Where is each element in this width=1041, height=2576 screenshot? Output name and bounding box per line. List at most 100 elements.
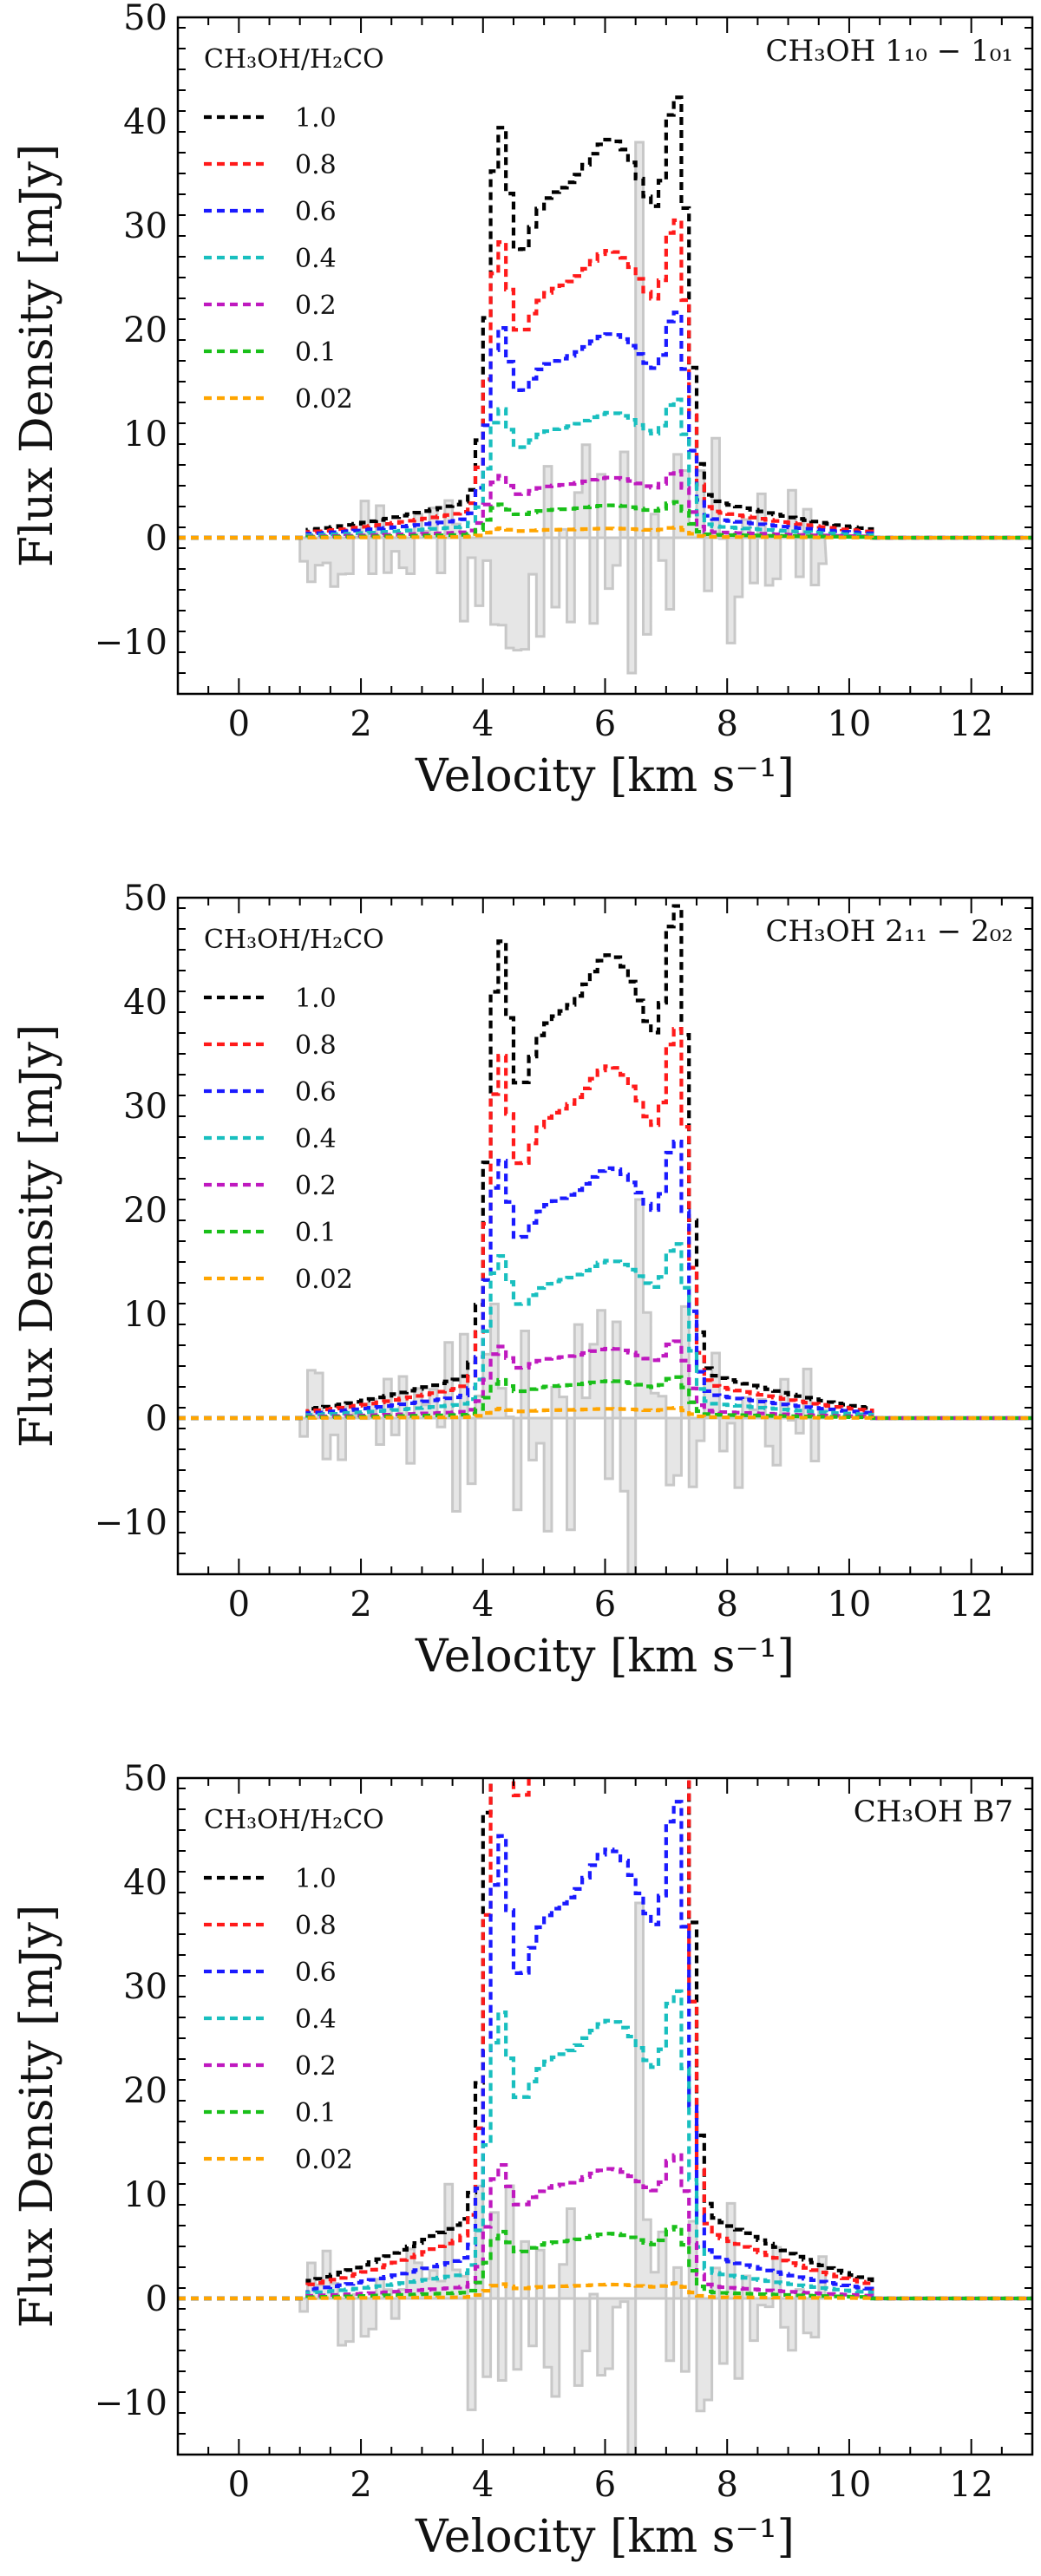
- y-axis-label: Flux Density [mJy]: [11, 1905, 63, 2328]
- model-line-0-4: [178, 1242, 1032, 1421]
- model-line-0-02: [178, 2281, 1032, 2301]
- x-tick-label: 2: [350, 2465, 371, 2505]
- y-tick-label: 10: [123, 1295, 167, 1335]
- legend-label: 0.6: [295, 1958, 337, 1988]
- x-tick-label: 12: [949, 1585, 993, 1625]
- y-tick-label: 0: [146, 2279, 167, 2319]
- x-tick-label: 0: [228, 1585, 250, 1625]
- y-tick-label: 30: [123, 1087, 167, 1127]
- x-tick-label: 6: [594, 1585, 616, 1625]
- legend: CH₃OH/H₂CO 1.0 0.8 0.6 0.4 0.2 0.1 0.02: [204, 44, 384, 415]
- panel-3: 0 2 4 6 8 10 12 −10 0 10 20 30 40 50 Velocity [km s⁻¹]…: [11, 1759, 1034, 2563]
- panel-2: 0 2 4 6 8 10 12 −10 0 10 20 30 40 50 Velocity [km s⁻¹]…: [11, 879, 1034, 1683]
- model-line-0-02: [178, 526, 1032, 540]
- legend-label: 1.0: [295, 1864, 337, 1894]
- x-tick-label: 4: [472, 704, 494, 744]
- legend-title: CH₃OH/H₂CO: [204, 925, 384, 955]
- x-axis-label: Velocity [km s⁻¹]: [415, 2511, 795, 2563]
- legend-label: 0.6: [295, 1077, 337, 1108]
- y-tick-label: 30: [123, 1967, 167, 2007]
- x-tick-label: 8: [716, 704, 737, 744]
- y-tick-label: −10: [95, 623, 167, 663]
- observed-spectrum: [298, 141, 828, 675]
- legend-label: 0.1: [295, 2098, 337, 2128]
- legend-label: 0.8: [295, 1911, 337, 1941]
- observed-spectrum: [298, 1198, 828, 1574]
- model-line-1-0: [178, 95, 1032, 540]
- x-tick-label: 8: [716, 2465, 737, 2505]
- model-line-1-0: [178, 904, 1032, 1421]
- y-tick-label: −10: [95, 2383, 167, 2423]
- x-tick-label: 2: [350, 1585, 371, 1625]
- y-tick-label: 40: [123, 983, 167, 1023]
- y-tick-label: 40: [123, 102, 167, 142]
- model-line-0-02: [178, 1406, 1032, 1421]
- legend-label: 1.0: [295, 984, 337, 1014]
- legend-label: 0.2: [295, 291, 337, 321]
- model-line-0-6: [178, 1800, 1032, 2301]
- plot-area: [178, 95, 1032, 675]
- model-line-0-4: [178, 1989, 1032, 2301]
- x-tick-label: 10: [827, 704, 871, 744]
- model-line-1-0: [178, 1778, 1032, 2301]
- x-tick-label: 2: [350, 704, 371, 744]
- model-line-0-8: [178, 1778, 1032, 2301]
- panel-1: 0 2 4 6 8 10 12 −10 0 10 20 30 40 50 Velocity [km s⁻¹]…: [11, 0, 1034, 802]
- y-axis-label: Flux Density [mJy]: [11, 144, 63, 567]
- legend-label: 0.2: [295, 1171, 337, 1201]
- x-tick-label: 4: [472, 2465, 494, 2505]
- legend-title: CH₃OH/H₂CO: [204, 44, 384, 75]
- legend: CH₃OH/H₂CO 1.0 0.8 0.6 0.4 0.2 0.1 0.02: [204, 1805, 384, 2175]
- y-tick-label: 10: [123, 415, 167, 454]
- y-tick-label: −10: [95, 1503, 167, 1543]
- x-tick-label: 0: [228, 2465, 250, 2505]
- plot-area: [178, 1778, 1032, 2455]
- y-tick-label: 50: [123, 0, 167, 38]
- legend-label: 0.4: [295, 1124, 337, 1154]
- legend-label: 0.02: [295, 2145, 353, 2175]
- legend-label: 0.4: [295, 244, 337, 274]
- model-line-0-2: [178, 2153, 1032, 2301]
- y-tick-label: 0: [146, 519, 167, 559]
- legend-label: 0.8: [295, 1030, 337, 1061]
- x-tick-label: 12: [949, 2465, 993, 2505]
- y-tick-label: 20: [123, 1191, 167, 1231]
- x-axis-label: Velocity [km s⁻¹]: [415, 1631, 795, 1683]
- y-tick-label: 20: [123, 2071, 167, 2111]
- model-line-0-6: [178, 311, 1032, 540]
- legend-label: 0.1: [295, 337, 337, 368]
- observed-spectrum: [298, 1901, 828, 2455]
- x-axis-label: Velocity [km s⁻¹]: [415, 750, 795, 802]
- x-tick-label: 4: [472, 1585, 494, 1625]
- y-tick-label: 40: [123, 1863, 167, 1903]
- plot-area: [178, 904, 1032, 1574]
- x-tick-label: 12: [949, 704, 993, 744]
- transition-label: CH₃OH B7: [854, 1795, 1013, 1829]
- y-tick-label: 50: [123, 879, 167, 919]
- legend-label: 0.6: [295, 197, 337, 227]
- legend-label: 0.1: [295, 1218, 337, 1248]
- legend-label: 0.02: [295, 1265, 353, 1295]
- x-tick-label: 8: [716, 1585, 737, 1625]
- legend-label: 0.4: [295, 2004, 337, 2035]
- y-tick-label: 10: [123, 2175, 167, 2215]
- y-axis-label: Flux Density [mJy]: [11, 1024, 63, 1448]
- x-tick-label: 10: [827, 1585, 871, 1625]
- y-tick-label: 50: [123, 1759, 167, 1799]
- y-tick-label: 30: [123, 206, 167, 246]
- y-tick-label: 0: [146, 1399, 167, 1439]
- model-line-0-8: [178, 218, 1032, 540]
- legend-label: 0.02: [295, 384, 353, 415]
- x-tick-label: 0: [228, 704, 250, 744]
- legend-title: CH₃OH/H₂CO: [204, 1805, 384, 1835]
- legend-label: 0.2: [295, 2051, 337, 2082]
- y-tick-label: 20: [123, 311, 167, 350]
- legend: CH₃OH/H₂CO 1.0 0.8 0.6 0.4 0.2 0.1 0.02: [204, 925, 384, 1295]
- transition-label: CH₃OH 2₁₁ − 2₀₂: [765, 914, 1013, 949]
- x-tick-label: 10: [827, 2465, 871, 2505]
- legend-label: 0.8: [295, 150, 337, 180]
- x-tick-label: 6: [594, 704, 616, 744]
- model-line-0-4: [178, 397, 1032, 540]
- x-tick-label: 6: [594, 2465, 616, 2505]
